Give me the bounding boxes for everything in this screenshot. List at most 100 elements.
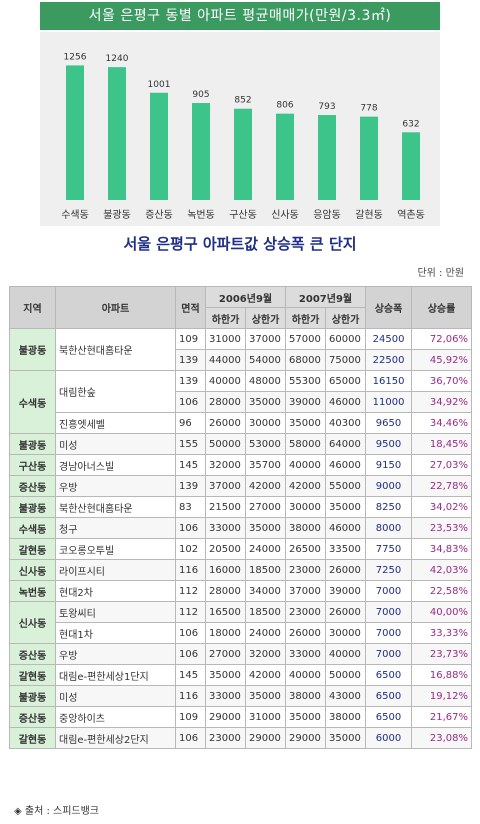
apartment-cell: 코오롱오투빌 bbox=[55, 538, 176, 560]
area-cell: 116 bbox=[175, 685, 206, 707]
region-cell: 수색동 bbox=[9, 370, 56, 434]
low-2006-cell: 33000 bbox=[205, 685, 246, 707]
apartment-cell: 우방 bbox=[55, 643, 176, 665]
high-2006-cell: 18500 bbox=[244, 601, 287, 623]
header-apartment: 아파트 bbox=[55, 286, 176, 329]
apartment-cell: 우방 bbox=[55, 475, 176, 497]
area-cell: 102 bbox=[175, 538, 206, 560]
region-cell: 증산동 bbox=[9, 475, 56, 497]
high-2007-cell: 55000 bbox=[325, 475, 367, 497]
table-row: 수색동 청구 106 33000 35000 38000 46000 8000 23,53% bbox=[9, 517, 473, 539]
rate-cell: 45,92% bbox=[411, 349, 473, 371]
bar-5 bbox=[276, 113, 294, 200]
rate-cell: 16,88% bbox=[411, 664, 473, 686]
table-title: 서울 은평구 아파트값 상승폭 큰 단지 bbox=[123, 235, 357, 253]
area-cell: 112 bbox=[175, 580, 206, 602]
high-2006-cell: 24000 bbox=[244, 622, 287, 644]
price-rise-table: 지역 아파트 면적 2006년9월 2007년9월 상승폭 상승률 하한가 상한… bbox=[9, 286, 473, 749]
bar-value-label: 1256 bbox=[64, 52, 87, 62]
low-2006-cell: 26000 bbox=[205, 412, 246, 434]
apartment-cell: 현대1차 bbox=[55, 622, 176, 644]
apartment-cell: 미성 bbox=[55, 433, 176, 455]
table-row: 갈현동 대림e-편한세상1단지 145 35000 42000 40000 50000 650… bbox=[9, 664, 473, 686]
table-row: 진흥엣세벨 96 26000 30000 35000 40300 9650 34,46% bbox=[10, 412, 473, 434]
rate-cell: 34,02% bbox=[411, 496, 473, 518]
area-cell: 106 bbox=[175, 391, 206, 413]
bar-4 bbox=[234, 108, 252, 200]
rate-cell: 21,67% bbox=[411, 706, 473, 728]
header-rate: 상승률 bbox=[411, 286, 473, 329]
area-cell: 145 bbox=[175, 664, 206, 686]
area-cell: 96 bbox=[175, 412, 206, 434]
low-2006-cell: 40000 bbox=[205, 370, 246, 392]
high-2006-cell: 31000 bbox=[244, 706, 287, 728]
region-cell: 신사동 bbox=[9, 559, 56, 581]
low-2007-cell: 33000 bbox=[285, 643, 327, 665]
rise-cell: 9650 bbox=[365, 412, 413, 434]
table-row: 구산동 경남아너스빌 145 32000 35700 40000 46000 9150 27,0… bbox=[9, 454, 473, 476]
category-label: 구산동 bbox=[229, 209, 257, 221]
rise-cell: 9000 bbox=[365, 475, 413, 497]
low-2007-cell: 40000 bbox=[285, 664, 327, 686]
low-2006-cell: 21500 bbox=[205, 496, 246, 518]
low-2006-cell: 27000 bbox=[205, 643, 246, 665]
low-2007-cell: 39000 bbox=[285, 391, 327, 413]
apartment-cell: 경남아너스빌 bbox=[55, 454, 176, 476]
header-period-2006: 2006년9월 bbox=[204, 286, 287, 308]
high-2007-cell: 33500 bbox=[325, 538, 367, 560]
rise-cell: 9150 bbox=[365, 454, 413, 476]
low-2007-cell: 58000 bbox=[285, 433, 327, 455]
low-2006-cell: 33000 bbox=[205, 517, 246, 539]
category-label: 녹번동 bbox=[187, 209, 215, 221]
low-2006-cell: 31000 bbox=[205, 328, 246, 350]
low-2007-cell: 40000 bbox=[285, 454, 327, 476]
low-2006-cell: 37000 bbox=[205, 475, 246, 497]
low-2007-cell: 37000 bbox=[285, 580, 327, 602]
rate-cell: 18,45% bbox=[411, 433, 473, 455]
low-2007-cell: 68000 bbox=[285, 349, 327, 371]
table-row: 증산동 우방 106 27000 32000 33000 40000 7000 23,73% bbox=[9, 643, 473, 665]
area-cell: 139 bbox=[175, 475, 206, 497]
bar-3 bbox=[192, 103, 210, 200]
bar-7 bbox=[360, 116, 378, 200]
high-2007-cell: 38000 bbox=[325, 706, 367, 728]
category-label: 응암동 bbox=[313, 209, 341, 221]
bar-0 bbox=[66, 65, 84, 200]
low-2007-cell: 26000 bbox=[285, 622, 327, 644]
table-row: 신사동 토왕씨티 112 16500 18500 23000 26000 7000 40,00% bbox=[9, 601, 473, 644]
high-2006-cell: 37000 bbox=[244, 328, 287, 350]
apartment-cell: 대림e-편한세상1단지 bbox=[55, 664, 176, 686]
source-note: ◈ 출처 : 스피드뱅크 bbox=[14, 806, 99, 817]
high-2006-cell: 29000 bbox=[244, 727, 287, 749]
low-2006-cell: 32000 bbox=[205, 454, 246, 476]
high-2007-cell: 43000 bbox=[325, 685, 367, 707]
header-low-2007: 하한가 bbox=[285, 307, 327, 329]
table-row: 불광동 미성 116 33000 35000 38000 43000 6500 19,12% bbox=[9, 685, 473, 707]
header-high-2006: 상한가 bbox=[244, 307, 287, 329]
region-cell: 증산동 bbox=[9, 706, 56, 728]
area-cell: 109 bbox=[175, 328, 206, 350]
table-row: 106 28000 35000 39000 46000 11000 34,92% bbox=[10, 391, 473, 413]
rate-cell: 34,83% bbox=[411, 538, 473, 560]
area-cell: 106 bbox=[175, 622, 206, 644]
region-cell: 불광동 bbox=[9, 433, 56, 455]
low-2007-cell: 55300 bbox=[285, 370, 327, 392]
high-2006-cell: 32000 bbox=[244, 643, 287, 665]
rise-cell: 8250 bbox=[365, 496, 413, 518]
apartment-cell: 대림e-편한세상2단지 bbox=[55, 727, 176, 749]
bar-value-label: 778 bbox=[360, 104, 377, 114]
low-2006-cell: 16000 bbox=[205, 559, 246, 581]
high-2007-cell: 30000 bbox=[325, 622, 367, 644]
high-2007-cell: 40000 bbox=[325, 643, 367, 665]
area-cell: 109 bbox=[175, 706, 206, 728]
low-2007-cell: 35000 bbox=[285, 706, 327, 728]
table-row: 갈현동 대림e-편한세상2단지 106 23000 29000 29000 35000 600… bbox=[9, 727, 473, 749]
high-2007-cell: 26000 bbox=[325, 601, 367, 623]
apartment-cell: 미성 bbox=[55, 685, 176, 707]
low-2007-cell: 30000 bbox=[285, 496, 327, 518]
region-cell: 불광동 bbox=[9, 328, 56, 371]
low-2006-cell: 23000 bbox=[205, 727, 246, 749]
header-high-2007: 상한가 bbox=[325, 307, 367, 329]
region-cell: 갈현동 bbox=[9, 727, 56, 749]
rise-cell: 7250 bbox=[365, 559, 413, 581]
